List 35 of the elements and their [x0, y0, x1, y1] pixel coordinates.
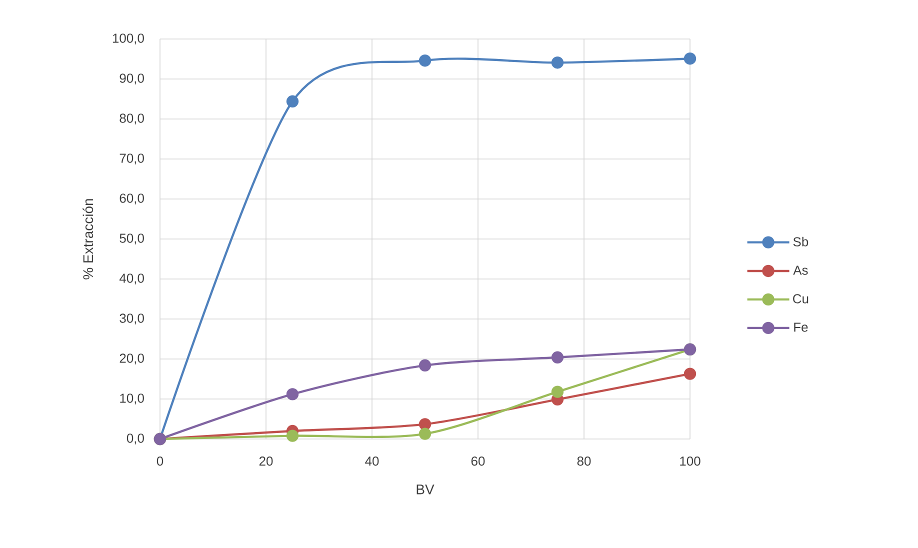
point — [684, 368, 696, 380]
point — [418, 54, 432, 67]
y-tick-label: 60,0 — [120, 194, 144, 204]
y-tick-label: 70,0 — [120, 154, 144, 164]
x-axis-title: BV — [416, 484, 434, 494]
x-tick-label: 40 — [365, 456, 379, 466]
point — [286, 388, 299, 400]
point — [551, 351, 564, 364]
point — [551, 56, 564, 69]
y-axis-title: % Extracción — [82, 199, 94, 280]
x-tick-label: 0 — [156, 456, 164, 466]
x-tick-label: 60 — [471, 456, 485, 466]
point — [418, 418, 432, 430]
point — [551, 386, 564, 398]
y-tick-label: 50,0 — [120, 234, 144, 244]
y-tick-label: 30,0 — [120, 314, 144, 324]
legend-label: Fe — [794, 322, 808, 332]
x-tick-label: 80 — [577, 456, 591, 466]
x-tick-label: 100 — [680, 456, 700, 466]
y-tick-label: 40,0 — [119, 274, 144, 284]
y-tick-label: 0,0 — [126, 434, 144, 444]
point — [684, 52, 696, 65]
y-tick-label: 90,0 — [120, 74, 144, 84]
legend-label: Sb — [793, 236, 808, 246]
point — [418, 359, 432, 372]
y-tick-label: 80,0 — [120, 114, 144, 124]
legend-label: Cu — [793, 294, 808, 304]
legend-label: As — [793, 266, 808, 275]
point — [286, 430, 299, 442]
point — [286, 95, 299, 108]
x-tick-label: 20 — [259, 456, 273, 466]
y-tick-label: 100,0 — [112, 34, 144, 44]
y-tick-label: 10,0 — [120, 394, 144, 404]
y-tick-label: 20,0 — [120, 354, 144, 364]
point — [418, 428, 432, 440]
